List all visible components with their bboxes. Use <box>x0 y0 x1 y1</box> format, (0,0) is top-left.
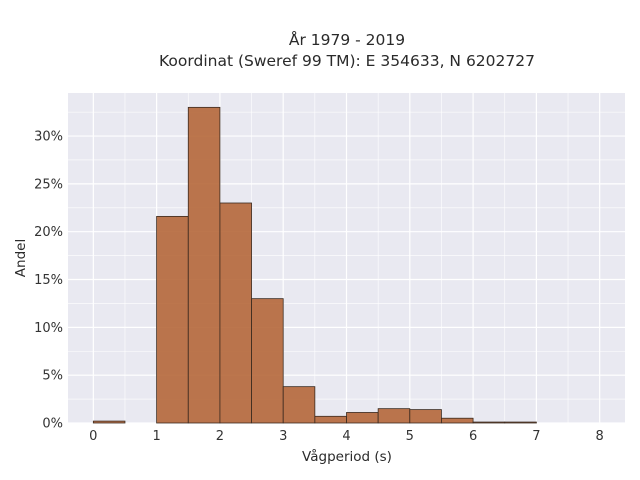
histogram-bar <box>251 298 284 424</box>
x-tick-label: 5 <box>406 429 414 444</box>
histogram-bar <box>504 421 537 424</box>
histogram-bar <box>377 408 411 424</box>
y-tick-label: 10% <box>34 321 63 336</box>
histogram-bar <box>472 421 506 424</box>
x-tick-label: 2 <box>216 429 224 444</box>
histogram-bar <box>219 202 252 424</box>
histogram-bar <box>187 106 221 424</box>
histogram-bar <box>282 386 316 424</box>
x-tick-label: 3 <box>279 429 287 444</box>
y-tick-label: 30% <box>34 130 63 145</box>
grid-lines <box>68 93 625 424</box>
histogram-bar <box>156 215 189 424</box>
y-axis-label: Andel <box>13 239 29 277</box>
x-tick-label: 4 <box>342 429 350 444</box>
histogram-bar <box>314 415 347 424</box>
chart-title: År 1979 - 2019 Koordinat (Sweref 99 TM):… <box>159 30 535 70</box>
histogram-bars <box>92 106 537 424</box>
y-tick-label: 5% <box>42 369 63 384</box>
y-tick-label: 0% <box>42 417 63 432</box>
y-tick-label: 25% <box>34 177 63 192</box>
x-tick-label: 6 <box>469 429 477 444</box>
y-tick-label: 15% <box>34 273 63 288</box>
chart-title-line-1: År 1979 - 2019 <box>289 30 405 49</box>
x-tick-label: 1 <box>152 429 160 444</box>
histogram-bar <box>346 412 379 424</box>
x-axis-label: Vågperiod (s) <box>302 448 392 465</box>
x-axis-ticks: 0 1 2 3 4 5 6 7 8 <box>89 429 604 444</box>
y-axis-ticks: 0% 5% 10% 15% 20% 25% 30% <box>34 130 63 432</box>
histogram-bar <box>92 420 126 424</box>
histogram-bar <box>441 417 474 424</box>
chart-title-line-2: Koordinat (Sweref 99 TM): E 354633, N 62… <box>159 52 535 70</box>
x-tick-label: 7 <box>532 429 540 444</box>
x-tick-label: 8 <box>596 429 604 444</box>
histogram-bar <box>409 409 442 424</box>
x-tick-label: 0 <box>89 429 97 444</box>
y-tick-label: 20% <box>34 225 63 240</box>
